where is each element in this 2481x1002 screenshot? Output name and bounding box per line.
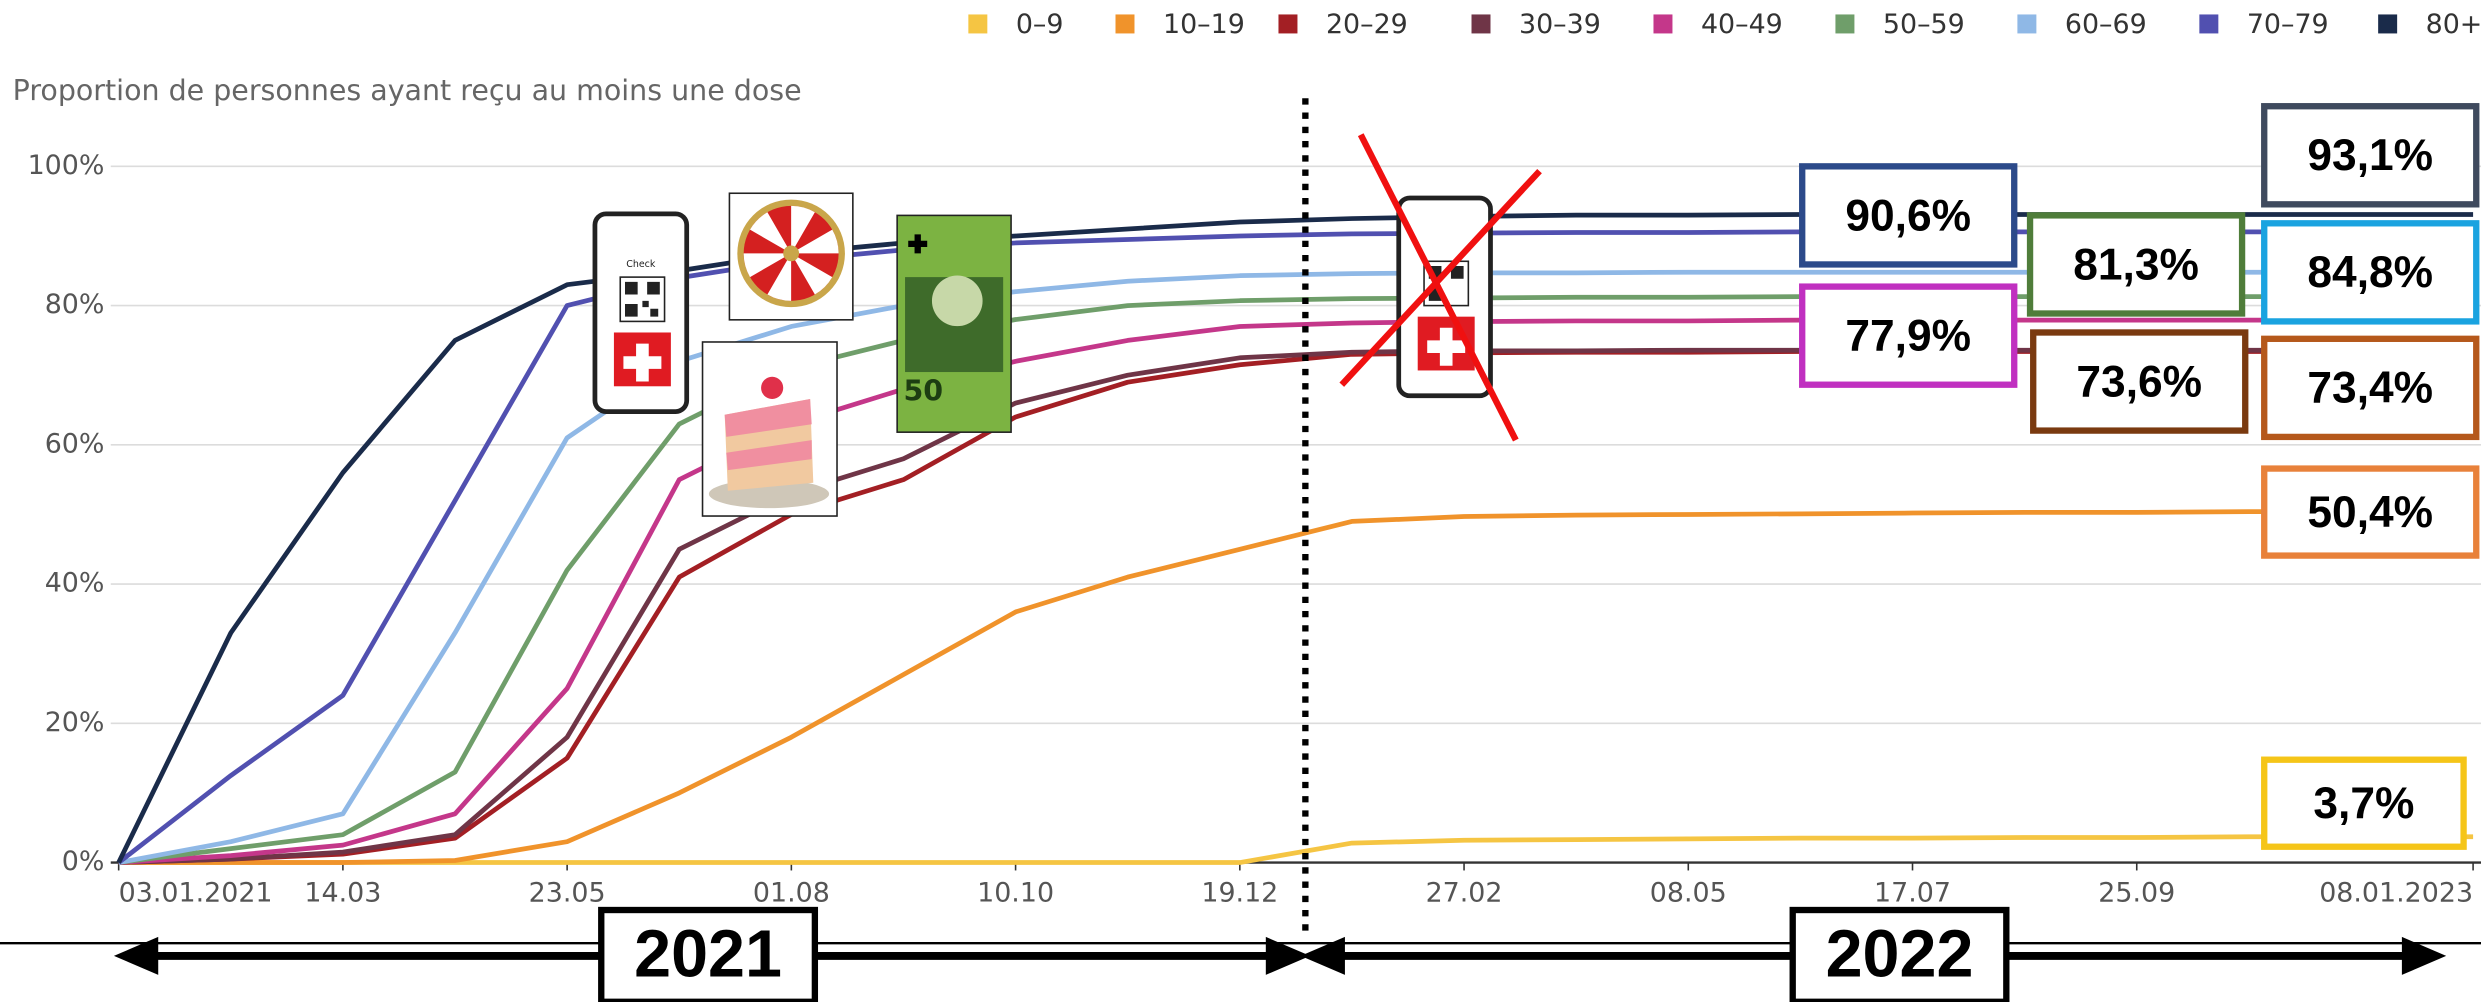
y-tick-label: 60% [45, 428, 105, 459]
annotation-label: 77,9% [1845, 312, 1971, 361]
annotation-label: 81,3% [2073, 240, 2199, 289]
crossed-phone [1339, 133, 1542, 442]
annotation-label: 50,4% [2307, 488, 2433, 537]
series-line [118, 834, 2474, 865]
legend-label: 70–79 [2247, 9, 2329, 40]
annotations: 93,1% 90,6% 81,3% 84,8% 77,9% 73,6% 73,4% 50,4%… [1799, 103, 2480, 850]
legend-label: 60–69 [2065, 9, 2147, 40]
banknote-picture: 50 [896, 214, 1012, 433]
legend-swatch [968, 14, 988, 34]
legend-swatch [1115, 14, 1135, 34]
annotation-box [2261, 335, 2480, 441]
x-tick-label: 08.05 [1650, 878, 1727, 909]
legend-label: 50–59 [1883, 9, 1965, 40]
x-tick-label: 17.07 [1874, 878, 1951, 909]
legend-label: 40–49 [1701, 9, 1783, 40]
year-label: 2021 [634, 918, 782, 992]
annotation-box [2261, 465, 2480, 559]
annotation-box [2026, 212, 2246, 317]
legend-label: 20–29 [1326, 9, 1408, 40]
annotation-box [2030, 329, 2249, 434]
annotation-label: 90,6% [1845, 191, 1971, 240]
x-tick-label: 14.03 [304, 878, 381, 909]
legend-swatch [1835, 14, 1855, 34]
series-line [118, 509, 2474, 865]
annotation-box [1799, 163, 2018, 268]
legend-label: 0–9 [1016, 9, 1064, 40]
annotation-label: 3,7% [2313, 779, 2414, 828]
year-timeline: 2021 2022 [0, 906, 2481, 1002]
grid: 0% 20% 40% 60% 80% 100% 03.01.2021 14.03 23.05 01… [28, 150, 2481, 909]
legend-swatch [1653, 14, 1673, 34]
x-tick-label: 19.12 [1201, 878, 1278, 909]
annotation-box [1799, 283, 2018, 388]
x-tick-label: 23.05 [529, 878, 606, 909]
legend: 0–9 10–19 20–29 30–39 40–49 50–59 60–69 70–79 80… [968, 9, 2481, 40]
annotation-box [2261, 756, 2467, 850]
legend-label: 10–19 [1163, 9, 1245, 40]
legend-label: 30–39 [1519, 9, 1601, 40]
y-axis-title: Proportion de personnes ayant reçu au mo… [13, 74, 802, 107]
x-tick-label: 27.02 [1426, 878, 1503, 909]
wheel-picture [728, 192, 854, 321]
legend-swatch [1278, 14, 1298, 34]
year-label: 2022 [1826, 918, 1974, 992]
legend-swatch [2378, 14, 2398, 34]
annotation-label: 73,4% [2307, 364, 2433, 413]
x-tick-label: 10.10 [977, 878, 1054, 909]
legend-swatch [2199, 14, 2219, 34]
y-tick-label: 100% [28, 150, 105, 181]
y-tick-label: 20% [45, 707, 105, 738]
annotation-label: 93,1% [2307, 131, 2433, 180]
annotation-label: 84,8% [2307, 248, 2433, 297]
series-line [118, 317, 2474, 865]
legend-swatch [2017, 14, 2037, 34]
legend-label: 80+ [2426, 9, 2481, 40]
legend-swatch [1471, 14, 1491, 34]
certificate-phone: Check [592, 211, 690, 414]
y-tick-label: 0% [62, 846, 105, 877]
annotation-box [2261, 103, 2480, 208]
y-tick-label: 40% [45, 568, 105, 599]
svg-text:Check: Check [626, 259, 656, 270]
annotation-box [2261, 220, 2480, 325]
annotation-label: 73,6% [2076, 357, 2202, 406]
x-tick-label: 01.08 [753, 878, 830, 909]
y-tick-label: 80% [45, 289, 105, 320]
svg-text:50: 50 [903, 375, 943, 408]
x-tick-label: 03.01.2021 [119, 878, 273, 909]
cake-picture [701, 341, 838, 517]
x-tick-label: 08.01.2023 [2319, 878, 2473, 909]
x-tick-label: 25.09 [2098, 878, 2175, 909]
